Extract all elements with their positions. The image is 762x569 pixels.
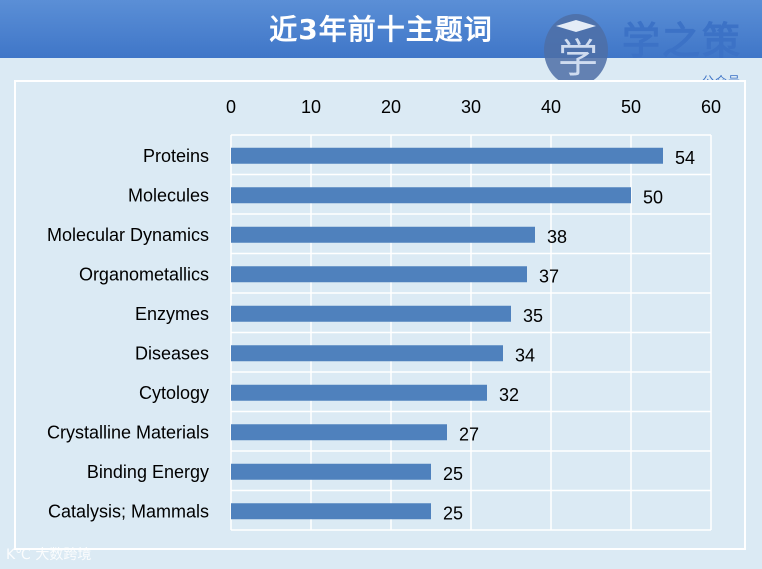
bar [231,345,503,362]
data-label: 50 [643,187,663,207]
bar [231,187,631,204]
bar [231,503,431,520]
x-tick-label: 20 [381,97,401,117]
page-title: 近3年前十主题词 [269,13,493,46]
data-label: 27 [459,424,479,444]
bar [231,305,511,322]
x-tick-label: 10 [301,97,321,117]
category-label: Molecular Dynamics [47,225,209,245]
category-label: Molecules [128,185,209,205]
header-bar: 近3年前十主题词 [0,0,762,58]
bar [231,226,535,243]
data-label: 37 [539,266,559,286]
data-label: 38 [547,227,567,247]
bar [231,463,431,480]
data-label: 25 [443,503,463,523]
x-tick-label: 0 [226,97,236,117]
data-labels: 54 50 38 37 35 34 32 27 25 25 [443,148,695,524]
watermark: K℃ 大数跨境 [6,547,92,563]
x-tick-label: 50 [621,97,641,117]
category-label: Cytology [139,383,209,403]
x-tick-label: 40 [541,97,561,117]
data-label: 25 [443,464,463,484]
x-tick-label: 30 [461,97,481,117]
graduation-cap-icon [556,20,596,32]
category-label: Diseases [135,343,209,363]
bar [231,147,663,164]
category-label: Organometallics [79,264,209,284]
category-label: Enzymes [135,304,209,324]
x-axis-ticks: 0 10 20 30 40 50 60 [226,97,721,117]
category-label: Catalysis; Mammals [48,501,209,521]
bar [231,424,447,441]
bar [231,384,487,401]
data-label: 54 [675,148,695,168]
category-label: Crystalline Materials [47,422,209,442]
data-label: 32 [499,385,519,405]
category-label: Binding Energy [87,462,209,482]
data-label: 34 [515,345,535,365]
logo-name: 学之策 [622,19,743,63]
bar [231,266,527,283]
logo-char: 学 [558,36,598,82]
data-label: 35 [523,306,543,326]
brand-logo: 学 学之策 公众号 [540,8,760,92]
x-tick-label: 60 [701,97,721,117]
bars [231,147,663,520]
category-labels: Proteins Molecules Molecular Dynamics Organ… [47,146,209,522]
category-label: Proteins [143,146,209,166]
